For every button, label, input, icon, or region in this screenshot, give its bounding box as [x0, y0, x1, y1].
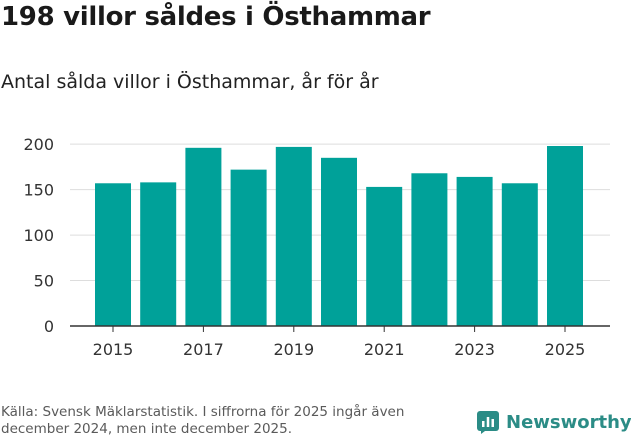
newsworthy-logo-icon [477, 411, 499, 434]
y-tick-label: 150 [23, 181, 54, 200]
x-tick-label: 2023 [454, 340, 495, 359]
y-tick-label: 200 [23, 135, 54, 154]
bar-2017 [185, 147, 222, 326]
bar-2020 [321, 157, 357, 326]
bar-2015 [95, 183, 131, 326]
newsworthy-logo-text: Newsworthy [506, 411, 631, 433]
x-tick-label: 2017 [183, 340, 224, 359]
source-note: Källa: Svensk Mäklarstatistik. I siffror… [1, 404, 405, 437]
bars [95, 146, 583, 326]
y-tick-label: 0 [44, 317, 54, 336]
chart-subtitle: Antal sålda villor i Östhammar, år för å… [1, 71, 379, 93]
bar-2024 [501, 183, 538, 326]
newsworthy-logo: Newsworthy [476, 408, 631, 436]
y-axis-ticks: 0 50 100 150 200 [23, 135, 54, 336]
bar-2025 [547, 146, 583, 326]
x-tick-label: 2025 [545, 340, 586, 359]
bar-2021 [366, 186, 403, 326]
x-axis-ticks: 2015 2017 2019 2021 2023 2025 [93, 326, 586, 359]
chart-title: 198 villor såldes i Östhammar [1, 2, 431, 32]
x-tick-label: 2015 [93, 340, 134, 359]
bar-2018 [230, 169, 267, 326]
bar-2023 [456, 176, 493, 326]
x-tick-label: 2019 [273, 340, 314, 359]
y-tick-label: 100 [23, 226, 54, 245]
bar-2016 [140, 182, 177, 326]
bar-2022 [411, 173, 448, 326]
bar-2019 [275, 146, 312, 326]
x-tick-label: 2021 [364, 340, 405, 359]
bar-chart: 0 50 100 150 200 2015 2017 2019 2021 2023 2025 [23, 135, 610, 359]
y-tick-label: 50 [34, 272, 54, 291]
